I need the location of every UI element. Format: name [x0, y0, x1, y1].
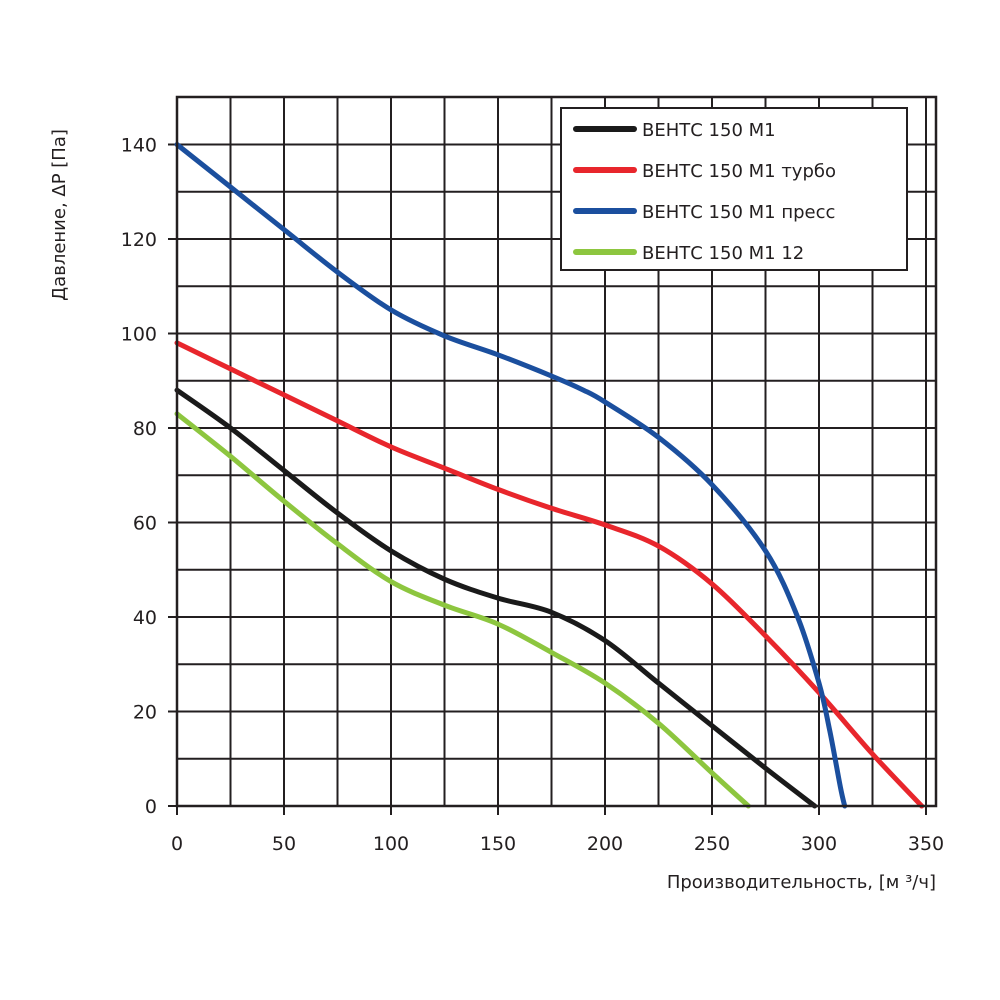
x-tick-label: 0: [171, 833, 183, 855]
legend-label-2: ВЕНТС 150 М1 турбо: [642, 161, 836, 182]
x-tick-label: 250: [694, 833, 730, 855]
legend-box: [560, 107, 908, 271]
x-axis-label: Производительность, [м ³/ч]: [667, 872, 936, 893]
legend: ВЕНТС 150 М1 ВЕНТС 150 М1 турбо ВЕНТС 150 …: [560, 107, 908, 271]
x-tick-label: 350: [908, 833, 944, 855]
x-tick-label: 200: [587, 833, 623, 855]
y-tick-label: 140: [121, 135, 157, 157]
y-tick-label: 40: [133, 607, 157, 629]
plot-border: [175, 95, 938, 808]
y-tick-label: 80: [133, 418, 157, 440]
series-lines: [174, 142, 925, 809]
legend-label-4: ВЕНТС 150 М1 12: [642, 243, 804, 264]
x-tick-labels: 0 50 100 150 200 250 300 350: [171, 806, 944, 855]
y-tick-label: 20: [133, 702, 157, 724]
legend-label-1: ВЕНТС 150 М1: [642, 120, 776, 141]
plot-frame: [175, 95, 938, 808]
y-tick-label: 60: [133, 513, 157, 535]
y-tick-label: 120: [121, 229, 157, 251]
x-tick-label: 50: [272, 833, 296, 855]
y-tick-labels: 0 20 40 60 80 100 120 140: [121, 135, 177, 818]
x-tick-label: 300: [801, 833, 837, 855]
y-axis-label: Давление, ΔP [Па]: [49, 129, 70, 301]
y-tick-label: 0: [145, 796, 157, 818]
x-tick-label: 150: [480, 833, 516, 855]
y-tick-label: 100: [121, 324, 157, 346]
series-line-2: [174, 340, 925, 809]
series-line-4: [174, 411, 751, 809]
x-tick-label: 100: [373, 833, 409, 855]
series-line-3: [174, 142, 848, 809]
series-line-1: [174, 387, 818, 809]
legend-label-3: ВЕНТС 150 М1 пресс: [642, 202, 835, 223]
